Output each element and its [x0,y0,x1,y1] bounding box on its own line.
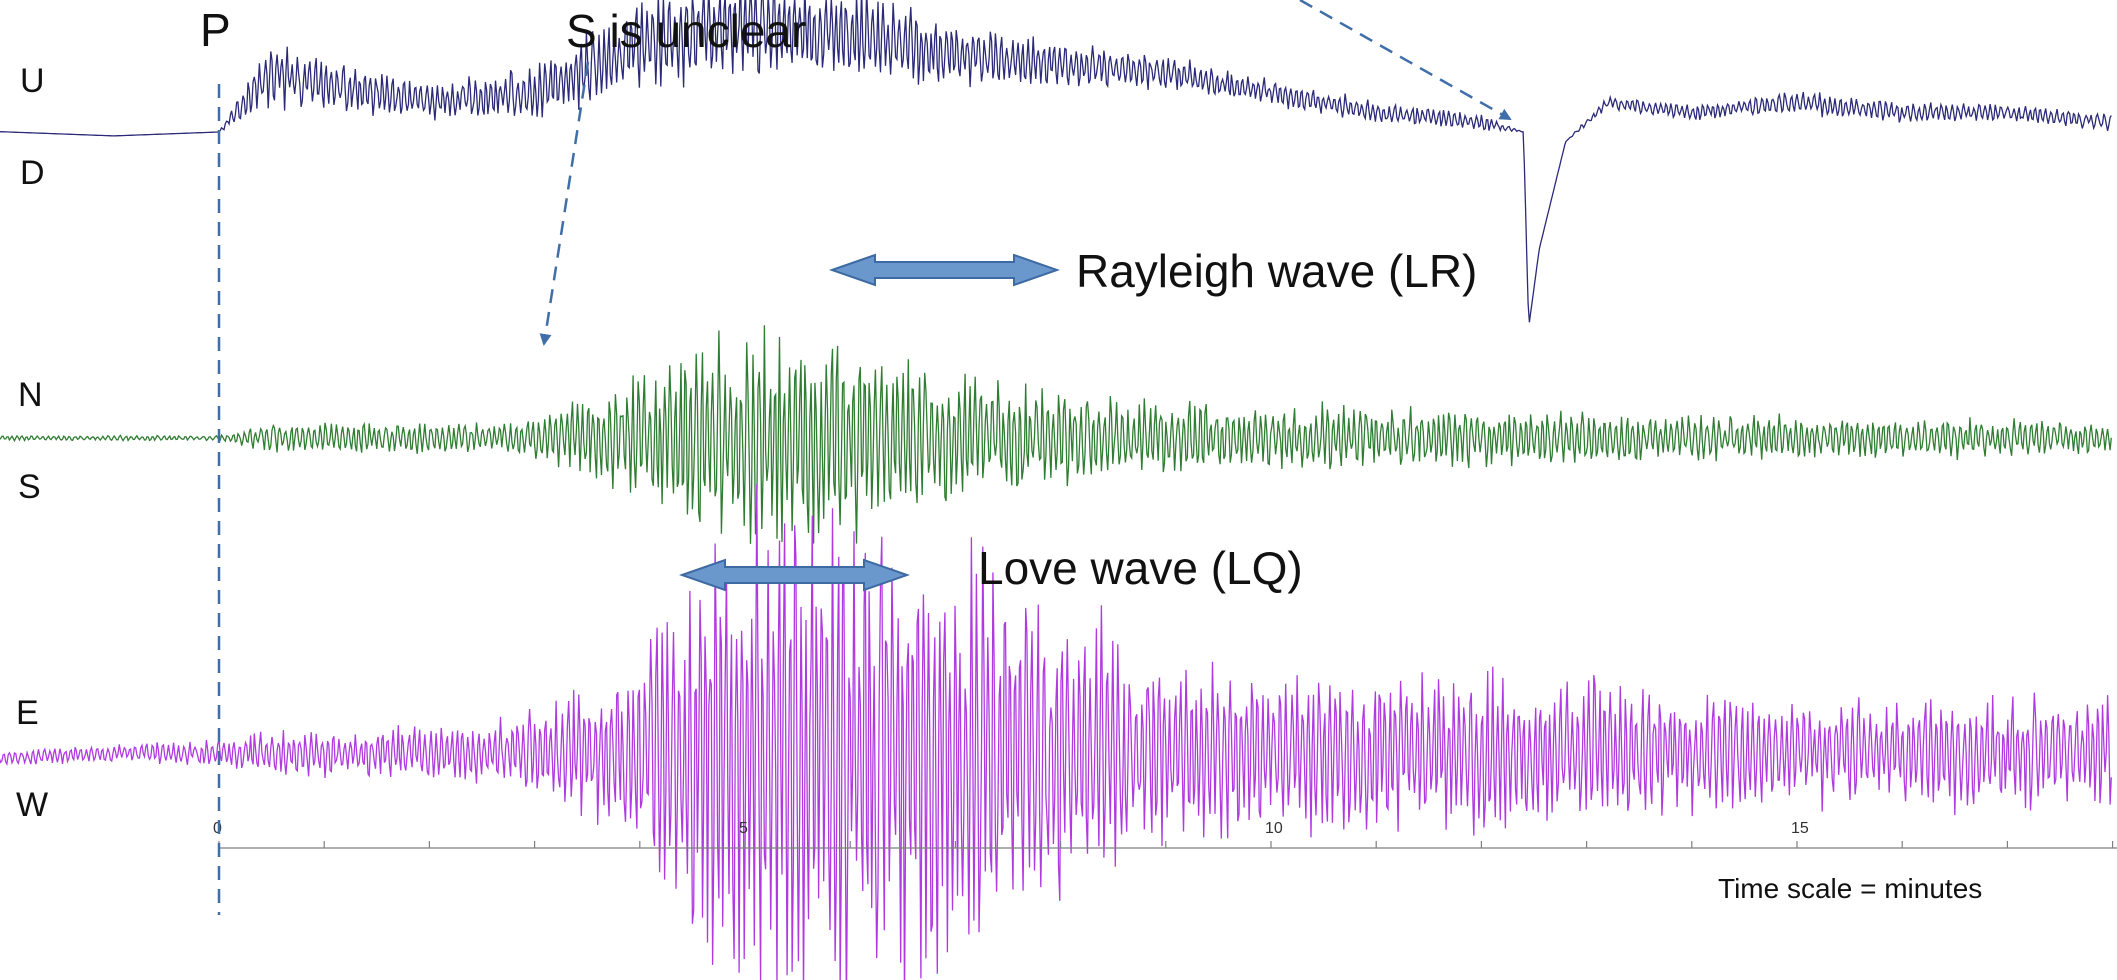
label-up: U [20,62,45,100]
time-axis-tick-label: 0 [213,820,222,837]
label-west: W [16,786,48,824]
time-axis-tick-label: 15 [1791,820,1809,837]
p-arrival-label: P [200,4,231,56]
love-wave-span-arrow [678,558,911,592]
north-south-component-trace [0,325,2112,544]
time-axis-tick-label: 5 [739,820,748,837]
label-north: N [18,376,43,414]
label-south: S [18,468,41,506]
s-unclear-pointer [539,61,590,346]
vertical-component-trace [0,0,2112,323]
rayleigh-wave-label: Rayleigh wave (LR) [1076,245,1477,297]
spike-pointer [1299,0,1512,121]
s-unclear-label: S is unclear [566,5,806,57]
time-scale-note: Time scale = minutes [1718,873,1982,904]
time-axis-tick-labels: 0 5 10 15 [213,820,1809,837]
east-west-component-trace [0,483,2112,980]
love-wave-label: Love wave (LQ) [978,542,1303,594]
time-axis-ticks [218,841,2114,848]
label-down: D [20,154,45,192]
label-east: E [16,694,39,732]
rayleigh-wave-span-arrow [828,253,1061,287]
time-axis-tick-label: 10 [1265,820,1283,837]
